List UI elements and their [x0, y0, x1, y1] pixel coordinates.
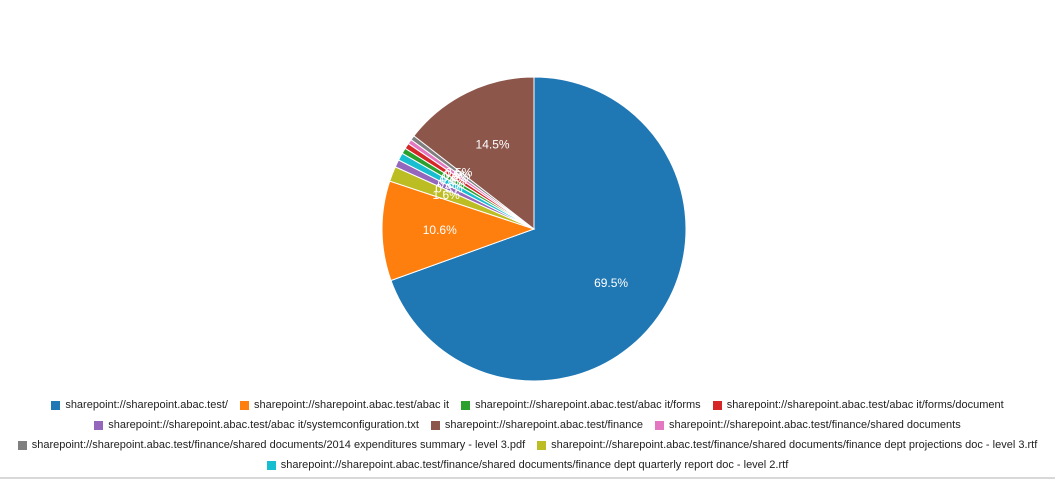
- legend-row: sharepoint://sharepoint.abac.test/sharep…: [0, 395, 1055, 415]
- chart-legend: sharepoint://sharepoint.abac.test/sharep…: [0, 395, 1055, 475]
- legend-item[interactable]: sharepoint://sharepoint.abac.test/financ…: [537, 439, 1037, 451]
- legend-item[interactable]: sharepoint://sharepoint.abac.test/: [51, 399, 228, 411]
- legend-swatch: [94, 420, 104, 430]
- legend-label: sharepoint://sharepoint.abac.test/financ…: [669, 419, 961, 431]
- legend-swatch: [266, 460, 276, 470]
- legend-label: sharepoint://sharepoint.abac.test/abac i…: [475, 399, 701, 411]
- legend-item[interactable]: sharepoint://sharepoint.abac.test/financ…: [266, 459, 789, 471]
- slice-label: 1.6%: [432, 188, 460, 202]
- slice-label: 0.8%: [435, 181, 463, 195]
- legend-swatch: [51, 400, 61, 410]
- legend-row: sharepoint://sharepoint.abac.test/abac i…: [0, 415, 1055, 435]
- slice-label: 0.6%: [441, 171, 469, 185]
- legend-label: sharepoint://sharepoint.abac.test/abac i…: [253, 399, 450, 411]
- slice-label: 14.5%: [476, 137, 510, 151]
- slice-label: 0.5%: [443, 168, 471, 182]
- slice-label: 69.5%: [594, 276, 628, 290]
- legend-swatch: [430, 420, 440, 430]
- legend-item[interactable]: sharepoint://sharepoint.abac.test/financ…: [655, 419, 961, 431]
- legend-label: sharepoint://sharepoint.abac.test/abac i…: [726, 399, 1004, 411]
- legend-swatch: [17, 440, 27, 450]
- legend-item[interactable]: sharepoint://sharepoint.abac.test/abac i…: [94, 419, 419, 431]
- legend-item[interactable]: sharepoint://sharepoint.abac.test/abac i…: [239, 399, 450, 411]
- pie-chart: 69.5%10.6%1.6%0.8%0.8%0.6%0.6%0.5%0.5%14…: [381, 76, 687, 382]
- legend-row: sharepoint://sharepoint.abac.test/financ…: [0, 455, 1055, 475]
- legend-label: sharepoint://sharepoint.abac.test/financ…: [280, 459, 789, 471]
- legend-item[interactable]: sharepoint://sharepoint.abac.test/abac i…: [461, 399, 701, 411]
- bottom-divider: [0, 477, 1055, 479]
- legend-label: sharepoint://sharepoint.abac.test/: [65, 399, 228, 411]
- pie-slice[interactable]: [390, 76, 687, 382]
- pie-slice[interactable]: [381, 180, 536, 282]
- slice-label: 10.6%: [423, 223, 457, 237]
- pie-slice[interactable]: [413, 76, 535, 231]
- legend-swatch: [461, 400, 471, 410]
- legend-item[interactable]: sharepoint://sharepoint.abac.test/financ…: [17, 439, 526, 451]
- legend-row: sharepoint://sharepoint.abac.test/financ…: [0, 435, 1055, 455]
- legend-label: sharepoint://sharepoint.abac.test/financ…: [31, 439, 526, 451]
- legend-swatch: [537, 440, 547, 450]
- slice-label: 0.5%: [445, 165, 473, 179]
- slice-label: 0.8%: [437, 177, 465, 191]
- legend-item[interactable]: sharepoint://sharepoint.abac.test/financ…: [430, 419, 644, 431]
- legend-swatch: [712, 400, 722, 410]
- legend-label: sharepoint://sharepoint.abac.test/financ…: [444, 419, 644, 431]
- legend-swatch: [239, 400, 249, 410]
- legend-label: sharepoint://sharepoint.abac.test/abac i…: [108, 419, 419, 431]
- legend-label: sharepoint://sharepoint.abac.test/financ…: [551, 439, 1038, 451]
- slice-label: 0.6%: [440, 174, 468, 188]
- legend-swatch: [655, 420, 665, 430]
- legend-item[interactable]: sharepoint://sharepoint.abac.test/abac i…: [712, 399, 1004, 411]
